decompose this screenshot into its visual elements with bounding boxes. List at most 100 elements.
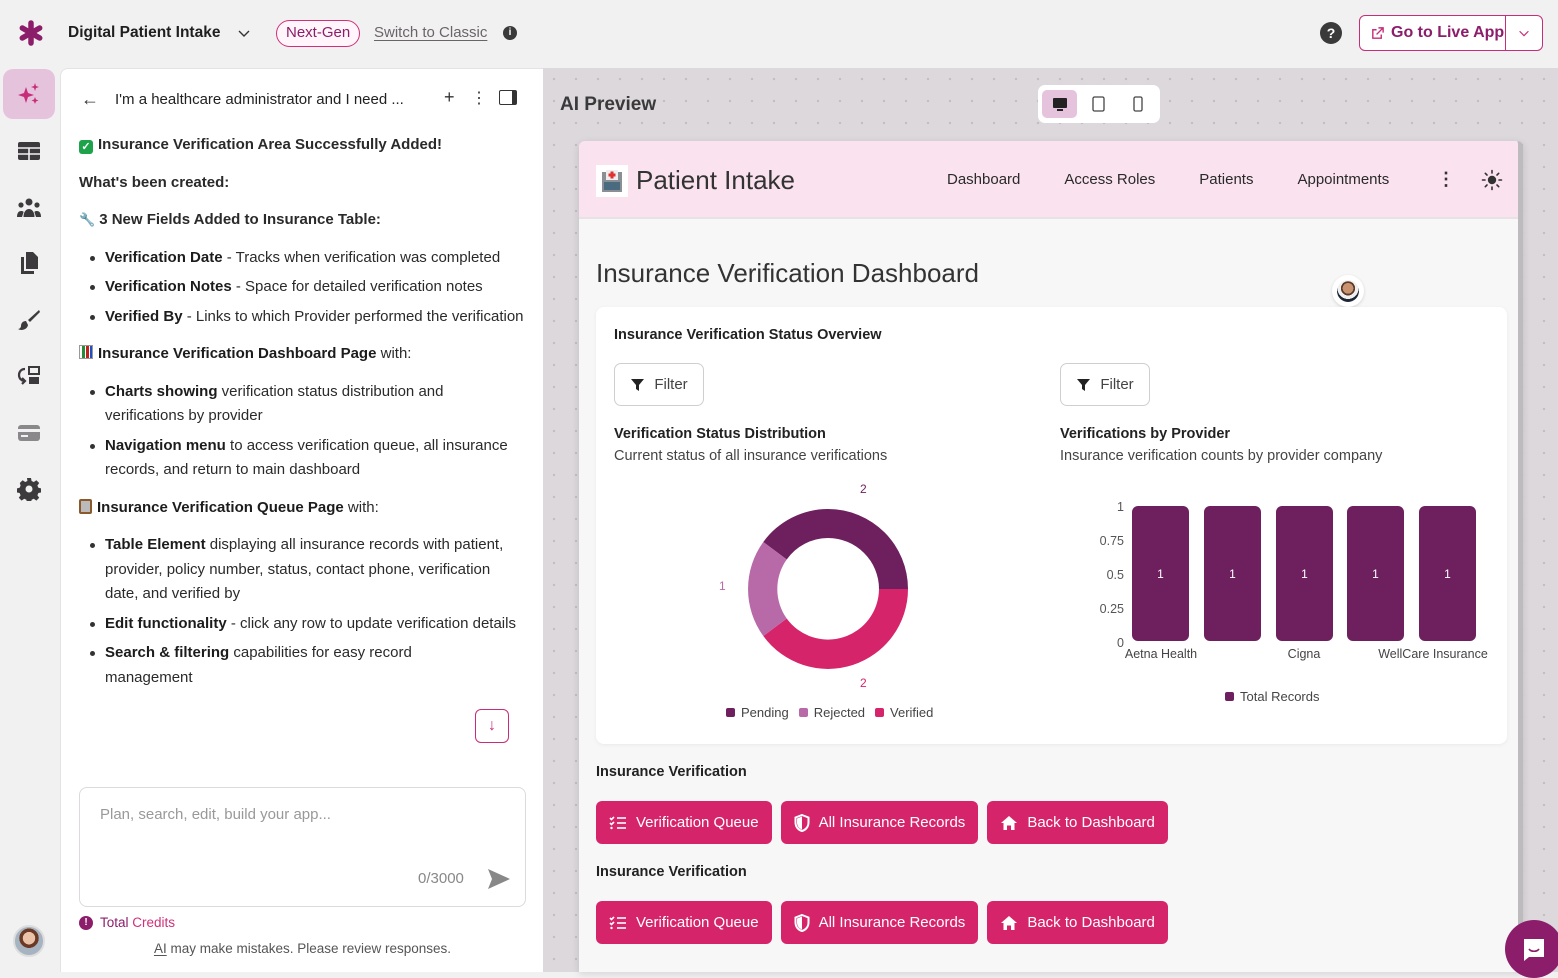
dashboard-list: Charts showing verification status distr… <box>79 380 524 483</box>
bar-chart-title: Verifications by Provider <box>1060 426 1231 442</box>
bar[interactable]: 1 <box>1419 506 1476 641</box>
collapse-panel-icon[interactable] <box>499 90 517 105</box>
bar-chart-subtitle: Insurance verification counts by provide… <box>1060 448 1383 464</box>
desktop-view-button[interactable] <box>1042 90 1078 118</box>
scroll-to-bottom-button[interactable]: ↓ <box>475 709 509 743</box>
total-credits[interactable]: ! Total Credits <box>79 915 175 930</box>
all-insurance-records-button[interactable]: All Insurance Records <box>780 901 979 944</box>
verification-queue-button[interactable]: Verification Queue <box>596 801 772 844</box>
help-icon[interactable]: ? <box>1320 22 1342 44</box>
preview-area: AI Preview Patient Intake Dashboard Acce… <box>543 68 1558 972</box>
all-insurance-records-button[interactable]: All Insurance Records <box>780 801 979 844</box>
bar[interactable]: 1 <box>1132 506 1189 641</box>
app-logo-icon[interactable] <box>18 20 44 46</box>
sun-theme-icon[interactable] <box>1481 169 1503 191</box>
user-avatar[interactable] <box>13 925 45 957</box>
credits-label: Total Credits <box>100 915 176 930</box>
live-app-dropdown-button[interactable] <box>1506 16 1542 50</box>
send-icon[interactable] <box>486 866 512 892</box>
rail-item-workflows[interactable] <box>3 351 55 401</box>
rail-item-pages[interactable] <box>3 238 55 288</box>
rail-item-billing[interactable] <box>3 408 55 458</box>
clipboard-icon <box>79 498 92 514</box>
new-chat-plus-icon[interactable]: + <box>444 87 455 107</box>
back-to-dashboard-button[interactable]: Back to Dashboard <box>987 901 1168 944</box>
donut-legend: Pending Rejected Verified <box>726 705 933 720</box>
more-options-icon[interactable]: ⋮ <box>471 90 487 107</box>
queue-list: Table Element displaying all insurance r… <box>79 533 524 690</box>
bar[interactable]: 1 <box>1347 506 1404 641</box>
bar[interactable]: 1 <box>1276 506 1333 641</box>
filter-icon <box>631 379 645 391</box>
tablet-view-button[interactable] <box>1081 90 1116 118</box>
chevron-down-icon <box>1519 30 1529 37</box>
donut-slice-verified <box>763 589 908 669</box>
y-tick: 0.5 <box>1106 568 1124 582</box>
users-icon <box>17 198 41 217</box>
rail-item-users[interactable] <box>3 183 55 233</box>
bar-chart: 1 0.75 0.5 0.25 0 1 1 1 1 1 Aetna Health… <box>1082 497 1502 677</box>
success-heading: ✓ Insurance Verification Area Successfull… <box>79 133 524 158</box>
top-bar: Digital Patient Intake Next-Gen Switch t… <box>0 0 1558 68</box>
rail-item-tables[interactable] <box>3 126 55 176</box>
filter-button[interactable]: Filter <box>1060 363 1150 406</box>
paintbrush-icon <box>18 310 40 330</box>
verification-queue-button[interactable]: Verification Queue <box>596 901 772 944</box>
chat-input[interactable] <box>100 806 500 846</box>
next-gen-badge: Next-Gen <box>276 20 361 47</box>
nav-link-appointments[interactable]: Appointments <box>1297 171 1390 188</box>
donut-chart[interactable] <box>746 507 910 671</box>
section-label: Insurance Verification <box>596 764 747 780</box>
collaborator-avatar[interactable] <box>1332 275 1364 307</box>
status-overview-card: Insurance Verification Status Overview F… <box>596 307 1507 744</box>
y-tick: 0.25 <box>1099 602 1124 616</box>
bar[interactable]: 1 <box>1204 506 1261 641</box>
chevron-down-icon[interactable] <box>236 25 252 41</box>
rail-item-settings[interactable] <box>3 464 55 514</box>
support-chat-button[interactable] <box>1505 920 1558 978</box>
legend-item-verified[interactable]: Verified <box>875 705 933 720</box>
legend-item-total-records[interactable]: Total Records <box>1225 689 1319 704</box>
switch-to-classic-link[interactable]: Switch to Classic <box>374 24 488 41</box>
list-item: Search & filtering capabilities for easy… <box>79 641 524 690</box>
nav-more-icon[interactable]: ⋮ <box>1437 169 1455 189</box>
checklist-icon <box>609 815 626 829</box>
y-tick: 0.75 <box>1099 534 1124 548</box>
app-title[interactable]: Digital Patient Intake <box>68 24 221 41</box>
donut-slice-rejected <box>748 542 787 636</box>
table-icon <box>18 142 40 160</box>
nav-button-row: Verification Queue All Insurance Records… <box>596 801 1168 844</box>
device-toggle <box>1038 85 1160 123</box>
donut-label-verified: 2 <box>860 676 867 690</box>
back-to-dashboard-button[interactable]: Back to Dashboard <box>987 801 1168 844</box>
list-item: Verification Notes - Space for detailed … <box>79 275 524 300</box>
wrench-icon: 🔧 <box>79 212 96 227</box>
x-tick: Aetna Health <box>1124 647 1198 661</box>
info-icon[interactable]: i <box>503 26 517 40</box>
filter-button[interactable]: Filter <box>614 363 704 406</box>
back-arrow-icon[interactable]: ← <box>81 89 99 109</box>
tablet-icon <box>1092 96 1106 112</box>
nav-link-dashboard[interactable]: Dashboard <box>947 171 1021 188</box>
rail-item-design[interactable] <box>3 295 55 345</box>
preview-title: AI Preview <box>560 94 657 115</box>
list-item: Verified By - Links to which Provider pe… <box>79 305 524 330</box>
nav-link-access-roles[interactable]: Access Roles <box>1064 171 1156 188</box>
rail-item-ai-assistant[interactable] <box>3 69 55 119</box>
created-heading: What's been created: <box>79 173 230 191</box>
go-to-live-app-button[interactable]: Go to Live App <box>1360 16 1506 50</box>
card-title: Insurance Verification Status Overview <box>614 327 882 343</box>
nav-link-patients[interactable]: Patients <box>1199 171 1254 188</box>
hospital-icon <box>596 165 628 197</box>
list-item: Navigation menu to access verification q… <box>79 434 524 483</box>
go-to-live-app-label: Go to Live App <box>1391 24 1505 41</box>
chat-header: ← I'm a healthcare administrator and I n… <box>61 69 544 129</box>
sparkles-icon <box>18 83 39 104</box>
donut-chart-title: Verification Status Distribution <box>614 426 826 442</box>
mobile-icon <box>1133 96 1143 112</box>
legend-item-rejected[interactable]: Rejected <box>798 705 865 720</box>
mobile-view-button[interactable] <box>1121 90 1156 118</box>
chat-bubble-icon <box>1524 939 1544 961</box>
legend-item-pending[interactable]: Pending <box>726 705 789 720</box>
y-tick: 0 <box>1117 636 1124 650</box>
